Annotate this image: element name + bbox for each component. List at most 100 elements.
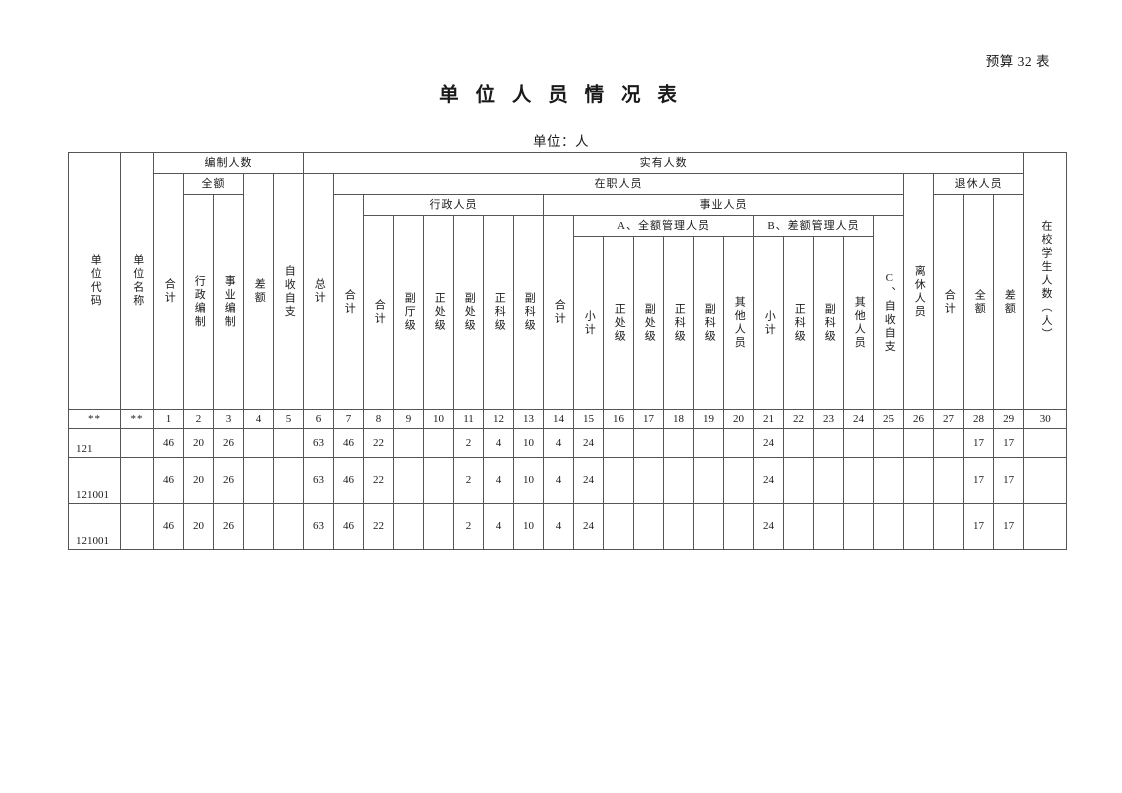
data-cell	[633, 503, 665, 550]
data-cell: 17	[993, 457, 1025, 504]
header-group-b: B、差额管理人员	[753, 215, 875, 237]
header-admin-quota-text: 行政编制	[193, 275, 206, 329]
header-admin-staff: 行政人员	[363, 194, 545, 216]
column-number-cell: 1	[153, 409, 184, 429]
data-cell	[783, 503, 815, 550]
data-cell	[243, 457, 274, 504]
header-retired-veteran: 离休人员	[903, 173, 935, 410]
data-cell	[663, 503, 695, 550]
header-institution-staff: 事业人员	[543, 194, 905, 216]
data-cell	[603, 428, 635, 458]
data-cell	[393, 457, 425, 504]
data-cell: 46	[153, 457, 184, 504]
header-a-deputy-division-text: 副处级	[643, 302, 656, 344]
header-full-division-text: 正处级	[433, 292, 446, 333]
table-body: ** ** 1 2 3 4 5 6 7 8 9 10 11 12 13 14 15 16 17 18 19 20 21 22 2…	[68, 409, 1068, 550]
personnel-table: 单位代码 单位名称 编制人数 实有人数 在校学生人数（人） 合计 全额 差额 自…	[68, 152, 1068, 550]
data-cell	[873, 428, 905, 458]
data-cell: 2	[453, 428, 485, 458]
data-cell	[723, 428, 755, 458]
table-row: 121 46 20 26 63 46 22 2 4 10 4 24 24 17 17	[68, 428, 1068, 458]
header-deputy-division: 副处级	[453, 215, 485, 410]
data-cell	[423, 457, 455, 504]
unit-code-cell: 121001	[68, 457, 121, 504]
header-a-deputy-division: 副处级	[633, 236, 665, 410]
data-cell	[423, 428, 455, 458]
header-unit-name: 单位名称	[120, 152, 154, 410]
data-cell: 4	[543, 428, 575, 458]
data-cell: 20	[183, 503, 214, 550]
data-cell	[393, 503, 425, 550]
header-institution-total-text: 合计	[553, 299, 566, 326]
header-on-duty-total: 合计	[333, 194, 365, 410]
header-retired-difference: 差额	[993, 194, 1025, 410]
data-cell	[873, 457, 905, 504]
data-cell: 4	[483, 428, 515, 458]
header-retired-total: 合计	[933, 194, 965, 410]
header-group-c: C、自收自支	[873, 215, 905, 410]
header-deputy-bureau-text: 副厅级	[403, 292, 416, 333]
header-unit-code: 单位代码	[68, 152, 121, 410]
header-retired-veteran-text: 离休人员	[913, 264, 926, 319]
data-cell: 22	[363, 503, 395, 550]
data-cell: 46	[333, 503, 365, 550]
data-cell	[873, 503, 905, 550]
header-a-subtotal-text: 小计	[583, 309, 596, 337]
header-deputy-section: 副科级	[513, 215, 545, 410]
header-a-full-section: 正科级	[663, 236, 695, 410]
header-b-other-text: 其他人员	[853, 296, 866, 350]
header-row-level-4: 合计 副厅级 正处级 副处级 正科级 副科级 合计 A、全额管理人员 B、差额管…	[69, 215, 1067, 410]
data-cell	[393, 428, 425, 458]
data-cell	[783, 457, 815, 504]
header-deputy-section-text: 副科级	[523, 292, 536, 333]
header-retired: 退休人员	[933, 173, 1025, 195]
data-cell: 26	[213, 428, 244, 458]
header-authorized-total: 编制人数	[152, 152, 305, 174]
data-cell: 63	[303, 503, 335, 550]
data-cell: 20	[183, 428, 214, 458]
data-cell	[903, 503, 935, 550]
data-cell: 24	[753, 428, 785, 458]
data-cell: 63	[303, 428, 335, 458]
column-number-cell: 5	[272, 409, 305, 429]
data-cell: 46	[153, 428, 184, 458]
column-number-cell: 17	[633, 409, 665, 429]
data-cell	[903, 428, 935, 458]
form-code-label: 预算 32 表	[985, 54, 1050, 69]
header-admin-quota: 行政编制	[183, 194, 214, 410]
data-cell	[243, 503, 274, 550]
data-cell: 4	[543, 503, 575, 550]
header-b-deputy-section: 副科级	[813, 236, 845, 410]
data-cell	[783, 428, 815, 458]
header-institution-total: 合计	[543, 215, 575, 410]
column-number-row: ** ** 1 2 3 4 5 6 7 8 9 10 11 12 13 14 15 16 17 18 19 20 21 22 2…	[68, 409, 1068, 429]
column-number-cell: 19	[693, 409, 725, 429]
data-cell	[663, 457, 695, 504]
column-number-cell: 22	[783, 409, 815, 429]
data-cell: 17	[993, 428, 1025, 458]
header-deputy-bureau: 副厅级	[393, 215, 425, 410]
unit-code-cell: 121001	[68, 503, 121, 550]
data-cell	[903, 457, 935, 504]
header-a-full-division-text: 正处级	[613, 302, 626, 344]
data-cell: 22	[363, 428, 395, 458]
header-group-c-text: C、自收自支	[883, 271, 896, 354]
data-cell: 10	[513, 503, 545, 550]
data-cell	[272, 503, 305, 550]
data-cell: 24	[573, 457, 605, 504]
header-on-duty: 在职人员	[333, 173, 905, 195]
column-number-cell: 2	[183, 409, 214, 429]
data-cell	[693, 503, 725, 550]
table-row: 121001 46 20 26 63 46 22 2 4 10 4 24 24 17 17	[68, 503, 1068, 550]
column-number-cell: 20	[723, 409, 755, 429]
data-cell	[272, 428, 305, 458]
header-actual-total: 实有人数	[303, 152, 1025, 174]
column-number-cell: 23	[813, 409, 845, 429]
header-a-full-division: 正处级	[603, 236, 635, 410]
column-number-cell: 9	[393, 409, 425, 429]
header-unit-code-text: 单位代码	[89, 254, 102, 308]
data-cell: 4	[483, 503, 515, 550]
data-cell: 63	[303, 457, 335, 504]
header-a-other-text: 其他人员	[733, 296, 746, 350]
data-cell: 4	[543, 457, 575, 504]
